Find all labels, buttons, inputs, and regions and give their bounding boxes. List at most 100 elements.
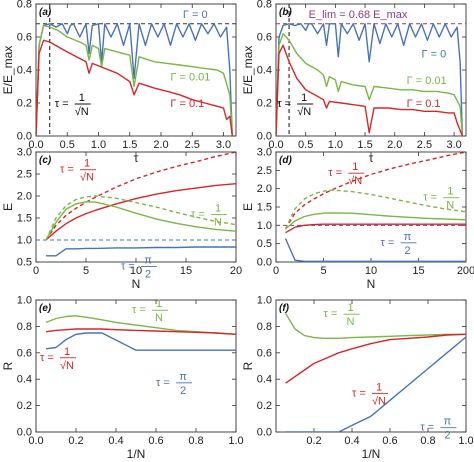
x-tick-label: 1.0 (458, 435, 473, 447)
annotation-numerator: 1 (301, 92, 307, 104)
panel-a: 0.0 0.5 1.0 1.5 2.0 2.5 3.00.00.20.40.60.8τE/E… (1, 0, 237, 165)
y-axis-title: R (241, 361, 255, 370)
y-tick-label: 0.6 (257, 32, 272, 44)
annotation-label: Γ = 0.1 (170, 98, 204, 110)
x-tick-label: 15 (180, 265, 192, 277)
annotation-label: τ = (40, 352, 54, 364)
y-tick-label: 0.4 (17, 65, 32, 77)
x-tick-label: 0.5 (60, 139, 75, 151)
series-line (45, 183, 236, 241)
x-tick-label: 0.8 (188, 435, 203, 447)
series-line (45, 201, 236, 241)
y-tick-label: 0.2 (17, 400, 32, 412)
x-tick-label: 0.6 (382, 435, 397, 447)
y-tick-label: 0.0 (257, 427, 272, 439)
annotation-denominator: √N (297, 106, 311, 118)
x-tick-label: 2.5 (417, 139, 432, 151)
annotation-label: τ = (132, 304, 146, 316)
annotation-label: τ = (352, 387, 366, 399)
annotation-label: τ = (121, 261, 135, 273)
series-line (285, 212, 466, 230)
annotation-numerator: 1 (156, 298, 162, 310)
y-tick-label: 2.0 (257, 183, 272, 195)
y-axis-title: E (1, 203, 15, 211)
y-tick-label: 1.0 (17, 295, 32, 307)
annotation-denominator: √N (80, 172, 94, 184)
plot-frame (35, 299, 237, 433)
annotation-label: τ = (60, 164, 74, 176)
annotation-denominator: √N (348, 175, 362, 187)
x-tick-label: 0.4 (344, 435, 359, 447)
y-tick-label: 0.0 (257, 131, 272, 143)
series-line (45, 328, 236, 335)
annotation-denominator: 2 (145, 269, 151, 281)
y-tick-label: 0.2 (257, 400, 272, 412)
panel-d: 0 5 10 15 200 0.0 0.5 1.0 1.5 2.0 2.5 3.0 N Eτ = 1 √N τ … (241, 147, 474, 292)
panel-b: 0.0 0.5 1.0 1.5 2.0 2.5 3.00.00.20.40.60.8τE/E… (241, 0, 467, 165)
annotation-denominator: √N (372, 395, 386, 407)
series-line (284, 189, 466, 230)
x-tick-label: 20 (230, 265, 242, 277)
x-axis-title: 1/N (362, 447, 381, 461)
annotation-numerator: π (404, 231, 412, 243)
annotation-denominator: 2 (444, 430, 450, 442)
y-tick-label: 0.2 (257, 98, 272, 110)
annotation-numerator: 1 (347, 302, 353, 314)
series-line (276, 23, 464, 136)
annotation-numerator: 1 (215, 203, 221, 215)
annotation-denominator: N (214, 217, 222, 229)
y-tick-label: 0.0 (17, 427, 32, 439)
series-line (284, 312, 466, 339)
y-tick-label: 0.2 (17, 98, 32, 110)
annotation-denominator: N (347, 316, 355, 328)
panel-label: (e) (39, 303, 52, 314)
x-axis-title: N (367, 277, 376, 291)
plot-area (276, 4, 466, 136)
y-tick-label: 0.0 (17, 131, 32, 143)
annotation-label: E_lim = 0.68 E_max (309, 9, 408, 21)
x-tick-label: 1.0 (91, 139, 106, 151)
y-tick-label: 2.5 (257, 165, 272, 177)
y-tick-label: 2.5 (17, 169, 32, 181)
x-tick-label: 2.0 (387, 139, 402, 151)
x-tick-label: 0.0 (268, 139, 283, 151)
series-line (46, 246, 236, 257)
x-tick-label: 0.4 (108, 435, 123, 447)
annotation-numerator: π (444, 416, 452, 428)
x-tick-label: 1.5 (122, 139, 137, 151)
annotation-label: τ = (277, 98, 291, 110)
x-tick-label: 5 (320, 265, 326, 277)
plot-frame (275, 151, 467, 263)
y-tick-label: 0.0 (257, 257, 272, 269)
x-axis-title: τ (134, 151, 139, 165)
annotation-denominator: N (446, 200, 454, 212)
x-tick-label: 1.5 (357, 139, 372, 151)
y-tick-label: 1.0 (17, 235, 32, 247)
annotation-numerator: 1 (64, 346, 70, 358)
plot-frame (275, 299, 467, 433)
x-tick-label: 0.0 (28, 139, 43, 151)
y-tick-label: 1.5 (257, 202, 272, 214)
series-line (276, 33, 464, 136)
annotation-numerator: π (144, 255, 152, 267)
annotation-label: τ = (156, 377, 170, 389)
y-tick-label: 0.4 (17, 374, 32, 386)
y-tick-label: 3.0 (257, 147, 272, 159)
y-tick-label: 0.6 (17, 347, 32, 359)
y-tick-label: 1.0 (257, 295, 272, 307)
annotation-numerator: π (179, 371, 187, 383)
x-tick-label: 10 (130, 265, 142, 277)
series-line (285, 223, 466, 234)
x-tick-label: 0.2 (68, 435, 83, 447)
y-tick-label: 0.5 (257, 238, 272, 250)
annotation-numerator: 1 (79, 92, 85, 104)
annotation-label: Γ = 0.01 (407, 75, 447, 87)
series-line (276, 44, 464, 136)
x-axis-title: N (132, 277, 141, 291)
annotation-label: τ = (381, 237, 395, 249)
series-line (45, 315, 236, 335)
series-line (284, 238, 466, 262)
annotation-numerator: 1 (84, 158, 90, 170)
annotation-label: Γ = 0 (421, 49, 446, 61)
